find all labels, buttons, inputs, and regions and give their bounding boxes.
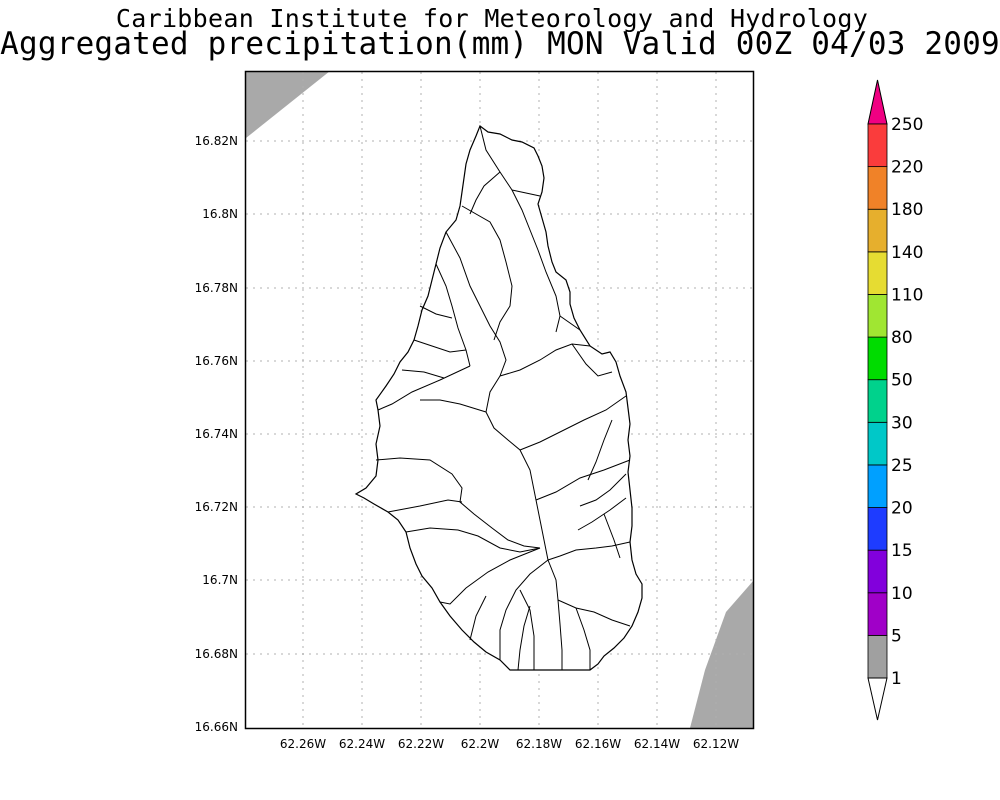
colorbar-level-label: 250: [891, 115, 923, 135]
boundary-w4: [387, 499, 463, 513]
boundary-e1: [519, 395, 627, 451]
title-line-1: Caribbean Institute for Meteorology and …: [115, 4, 869, 33]
boundary-e6: [579, 473, 627, 507]
colorbar-band: [867, 549, 888, 594]
boundary-ne2: [571, 343, 613, 377]
colorbar-under-triangle: [867, 677, 888, 721]
island-outline: [354, 125, 643, 671]
lon-tick-label: 62.16W: [575, 737, 621, 751]
boundary-e5: [587, 419, 613, 481]
colorbar-band: [867, 464, 888, 508]
boundary-north-ridge: [479, 125, 561, 333]
watershed-boundaries: [375, 125, 631, 671]
boundary-n5: [435, 263, 471, 367]
lon-tick-label: 62.12W: [693, 737, 739, 751]
boundary-e2: [535, 459, 631, 501]
boundary-w5: [405, 527, 541, 553]
colorbar-band: [867, 166, 888, 210]
colorbar-level-label: 140: [891, 243, 923, 263]
colorbar-band: [867, 592, 888, 636]
boundary-e7: [577, 497, 627, 531]
boundary-w8: [401, 369, 445, 379]
colorbar-band: [867, 421, 888, 466]
boundary-w6: [413, 339, 467, 353]
latitude-axis: 16.82N 16.8N 16.78N 16.76N 16.74N 16.72N…: [195, 134, 238, 734]
colorbar-level-label: 20: [891, 499, 913, 519]
boundary-n3: [461, 205, 513, 341]
lat-tick-label: 16.68N: [195, 647, 238, 661]
boundary-ne1: [559, 315, 581, 331]
lat-tick-label: 16.72N: [195, 500, 238, 514]
boundary-s3: [557, 599, 631, 627]
lon-tick-label: 62.26W: [280, 737, 326, 751]
colorbar-band: [867, 336, 888, 381]
lon-tick-label: 62.18W: [516, 737, 562, 751]
colorbar-level-label: 180: [891, 200, 923, 220]
boundary-s1: [499, 559, 549, 660]
boundary-w2: [420, 399, 487, 413]
colorbar-over-triangle: [867, 79, 888, 125]
lon-tick-label: 62.14W: [634, 737, 680, 751]
boundary-e4: [603, 513, 621, 559]
map-frame: [244, 70, 755, 730]
lat-tick-label: 16.8N: [202, 207, 238, 221]
colorbar-level-label: 25: [891, 456, 913, 476]
colorbar-level-label: 110: [891, 285, 923, 305]
boundary-s4: [519, 589, 535, 670]
boundary-w1: [377, 365, 471, 411]
longitude-axis: 62.26W 62.24W 62.22W 62.2W 62.18W 62.16W…: [280, 737, 739, 751]
colorbar-band: [867, 634, 888, 679]
colorbar-level-label: 220: [891, 158, 923, 178]
boundary-s7: [469, 595, 487, 641]
lat-tick-label: 16.66N: [195, 720, 238, 734]
colorbar-band: [867, 208, 888, 253]
boundary-c1: [499, 343, 591, 377]
boundary-n4: [445, 231, 507, 377]
title-line-2: Aggregated precipitation(mm) MON Valid 0…: [0, 26, 1000, 62]
boundary-w7: [419, 305, 453, 319]
boundary-n2: [511, 189, 541, 197]
map-panel: [244, 70, 755, 730]
colorbar-level-label: 30: [891, 413, 913, 433]
colorbar-band: [867, 294, 888, 338]
lat-tick-label: 16.78N: [195, 281, 238, 295]
lat-tick-label: 16.82N: [195, 134, 238, 148]
lat-tick-label: 16.7N: [202, 573, 238, 587]
sea-mask-northwest: [246, 71, 330, 138]
lat-tick-label: 16.74N: [195, 427, 238, 441]
colorbar-level-label: 5: [891, 626, 902, 646]
colorbar-level-label: 80: [891, 328, 913, 348]
colorbar-band: [867, 251, 888, 295]
colorbar-level-label: 10: [891, 584, 913, 604]
boundary-s2: [439, 547, 541, 605]
boundary-s5: [575, 607, 591, 670]
lon-tick-label: 62.22W: [398, 737, 444, 751]
colorbar-band: [867, 123, 888, 168]
boundary-n1: [469, 171, 501, 215]
colorbar-band: [867, 379, 888, 423]
lon-tick-label: 62.2W: [461, 737, 500, 751]
boundary-s6: [517, 605, 531, 671]
colorbar-level-label: 50: [891, 371, 913, 391]
colorbar-level-label: 1: [891, 669, 902, 689]
colorbar-band: [867, 507, 888, 551]
colorbar-level-label: 15: [891, 541, 913, 561]
boundary-e3: [547, 541, 631, 561]
lat-tick-label: 16.76N: [195, 354, 238, 368]
boundary-south-ridge: [547, 559, 563, 670]
lon-tick-label: 62.24W: [339, 737, 385, 751]
